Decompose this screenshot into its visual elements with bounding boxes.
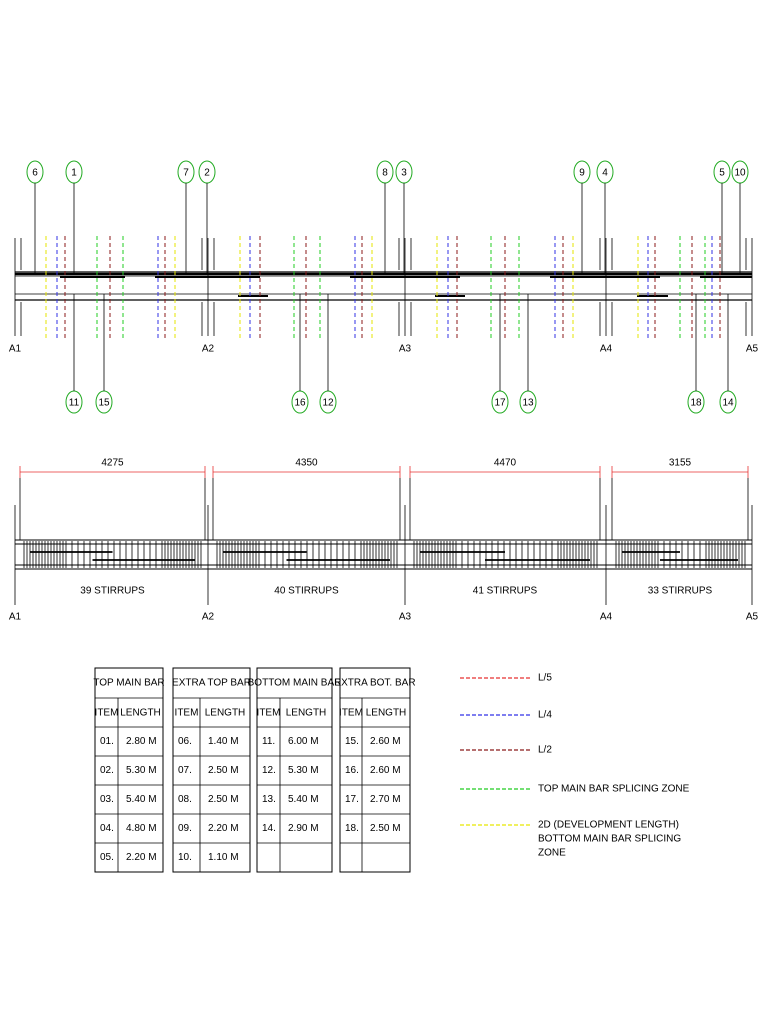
column-header: LENGTH: [366, 708, 407, 719]
callout-label: 10: [734, 168, 746, 179]
support-label: A1: [9, 344, 22, 355]
callout-label: 6: [32, 168, 38, 179]
item-cell: 06.: [178, 736, 192, 747]
item-cell: 02.: [100, 765, 114, 776]
item-cell: 14.: [262, 823, 276, 834]
callout-label: 3: [401, 168, 407, 179]
table-frame: [256, 667, 333, 873]
length-cell: 2.60 M: [370, 736, 401, 747]
length-cell: 5.40 M: [126, 794, 157, 805]
item-cell: 08.: [178, 794, 192, 805]
column-header: ITEM: [175, 708, 199, 719]
support-label: A5: [746, 612, 759, 623]
length-cell: 2.20 M: [126, 852, 157, 863]
callout-label: 8: [382, 168, 388, 179]
callout-label: 14: [722, 398, 734, 409]
support-label: A1: [9, 612, 22, 623]
callout-label: 2: [204, 168, 210, 179]
support-label: A2: [202, 344, 215, 355]
support-label: A5: [746, 344, 759, 355]
item-cell: 17.: [345, 794, 359, 805]
legend-label: BOTTOM MAIN BAR SPLICING: [538, 834, 681, 845]
item-cell: 13.: [262, 794, 276, 805]
item-cell: 09.: [178, 823, 192, 834]
callout-label: 13: [522, 398, 534, 409]
callout-label: 7: [183, 168, 189, 179]
callout-label: 16: [294, 398, 306, 409]
dimension-label: 3155: [669, 458, 692, 469]
length-cell: 5.40 M: [288, 794, 319, 805]
item-cell: 01.: [100, 736, 114, 747]
column-header: LENGTH: [205, 708, 246, 719]
item-cell: 15.: [345, 736, 359, 747]
callout-label: 5: [719, 168, 725, 179]
callout-label: 18: [690, 398, 702, 409]
support-label: A2: [202, 612, 215, 623]
length-cell: 1.10 M: [208, 852, 239, 863]
callout-label: 11: [69, 398, 80, 409]
group-title: EXTRA BOT. BAR: [334, 678, 415, 689]
table-frame: [94, 667, 164, 873]
legend-label: L/5: [538, 673, 552, 684]
length-cell: 2.60 M: [370, 765, 401, 776]
item-cell: 10.: [178, 852, 192, 863]
legend-label: ZONE: [538, 848, 566, 859]
legend-label: 2D (DEVELOPMENT LENGTH): [538, 820, 679, 831]
stirrup-label: 41 STIRRUPS: [473, 586, 538, 597]
column-header: LENGTH: [120, 708, 161, 719]
length-cell: 2.50 M: [208, 794, 239, 805]
length-cell: 6.00 M: [288, 736, 319, 747]
length-cell: 4.80 M: [126, 823, 157, 834]
legend-label: L/2: [538, 745, 552, 756]
group-title: EXTRA TOP BAR: [172, 678, 251, 689]
item-cell: 16.: [345, 765, 359, 776]
dimension-label: 4275: [101, 458, 124, 469]
support-label: A4: [600, 344, 613, 355]
table-frame: [172, 667, 251, 873]
length-cell: 2.50 M: [208, 765, 239, 776]
callout-label: 15: [98, 398, 110, 409]
length-cell: 2.80 M: [126, 736, 157, 747]
support-label: A3: [399, 344, 412, 355]
item-cell: 18.: [345, 823, 359, 834]
callout-label: 1: [71, 168, 77, 179]
callout-label: 17: [494, 398, 506, 409]
column-header: ITEM: [339, 708, 363, 719]
length-cell: 5.30 M: [288, 765, 319, 776]
column-header: LENGTH: [286, 708, 327, 719]
length-cell: 5.30 M: [126, 765, 157, 776]
column-header: ITEM: [95, 708, 119, 719]
length-cell: 2.50 M: [370, 823, 401, 834]
length-cell: 2.90 M: [288, 823, 319, 834]
table-frame: [339, 667, 411, 873]
dimension-label: 4470: [494, 458, 517, 469]
length-cell: 1.40 M: [208, 736, 239, 747]
length-cell: 2.20 M: [208, 823, 239, 834]
item-cell: 05.: [100, 852, 114, 863]
support-label: A4: [600, 612, 613, 623]
stirrup-label: 33 STIRRUPS: [648, 586, 713, 597]
item-cell: 12.: [262, 765, 276, 776]
length-cell: 2.70 M: [370, 794, 401, 805]
stirrup-label: 40 STIRRUPS: [274, 586, 339, 597]
callout-label: 4: [602, 168, 608, 179]
stirrup-label: 39 STIRRUPS: [80, 586, 145, 597]
legend-label: TOP MAIN BAR SPLICING ZONE: [538, 784, 690, 795]
item-cell: 04.: [100, 823, 114, 834]
column-header: ITEM: [257, 708, 281, 719]
support-label: A3: [399, 612, 412, 623]
callout-label: 12: [322, 398, 334, 409]
item-cell: 03.: [100, 794, 114, 805]
item-cell: 07.: [178, 765, 192, 776]
group-title: TOP MAIN BAR: [93, 678, 164, 689]
callout-label: 9: [579, 168, 585, 179]
item-cell: 11.: [262, 736, 275, 747]
group-title: BOTTOM MAIN BAR: [248, 678, 342, 689]
dimension-label: 4350: [295, 458, 318, 469]
legend-label: L/4: [538, 710, 552, 721]
